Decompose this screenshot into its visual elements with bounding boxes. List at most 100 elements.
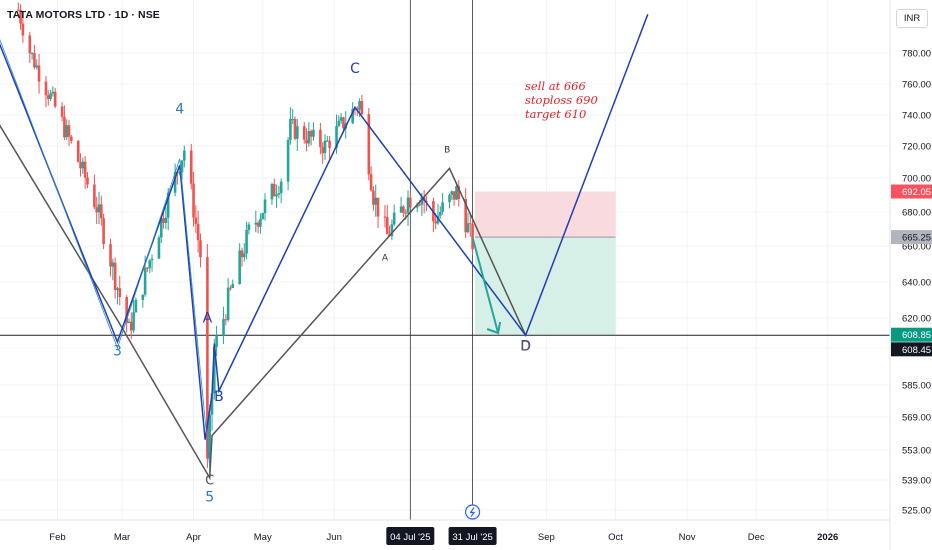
candle-body (33, 53, 36, 68)
wave-label: C (350, 61, 360, 77)
candle-body (293, 118, 297, 139)
stoploss-zone[interactable] (474, 191, 616, 238)
candle-body (468, 223, 472, 225)
candle-body (409, 197, 412, 208)
candle-body (164, 217, 168, 223)
candle-body (335, 126, 338, 149)
candle-body (70, 136, 73, 141)
candle-body (420, 197, 424, 205)
candle-body (296, 126, 299, 139)
wave-label: D (520, 338, 531, 354)
projection-arrow-head (486, 321, 502, 335)
candle-body (162, 218, 165, 223)
symbol-title[interactable]: TATA MOTORS LTD · 1D · NSE (7, 9, 160, 21)
candle-body (240, 250, 244, 258)
candle-body (53, 91, 57, 107)
candle-body (309, 131, 313, 137)
candle-body (399, 206, 403, 213)
candle-body (229, 287, 232, 289)
price-badge-label: 665.25 (902, 233, 931, 244)
candle-body (406, 197, 410, 214)
candle-body (337, 120, 341, 127)
candle-body (63, 116, 66, 138)
candle-body (100, 204, 103, 219)
wave-label: D (521, 339, 531, 354)
candle-body (270, 184, 274, 200)
time-tick-label: Apr (186, 532, 201, 543)
candle-body (189, 150, 193, 184)
candle-body (183, 150, 186, 161)
candle-body (464, 198, 467, 233)
date-badge (386, 527, 435, 545)
candle-body (118, 288, 122, 297)
candle-body (448, 194, 451, 203)
target-zone[interactable] (474, 237, 616, 335)
projection-arrow[interactable] (471, 237, 500, 334)
price-badge (891, 230, 932, 245)
candle-body (312, 129, 315, 137)
candle-body (436, 215, 440, 224)
candle-body (353, 108, 357, 110)
price-tick-label: 740.00 (902, 111, 931, 122)
currency-button[interactable]: INR (896, 9, 928, 28)
candle-body (44, 81, 48, 96)
candle-body (242, 253, 246, 258)
time-tick-label: Dec (748, 532, 765, 543)
candle-body (102, 218, 105, 245)
candle-body (215, 335, 218, 347)
candle-body (392, 212, 396, 225)
candle-body (455, 186, 458, 200)
price-axis[interactable] (890, 0, 932, 550)
candle-body (425, 201, 428, 203)
candle-body (129, 321, 133, 331)
candle-body (358, 101, 361, 110)
candle-body (199, 240, 202, 258)
wave-gray-line[interactable] (0, 103, 527, 481)
candle-body (321, 147, 324, 154)
candle-body (245, 229, 248, 254)
wave-label: B (444, 145, 450, 155)
note-line-stoploss: stoploss 690 (525, 93, 598, 107)
wave-label: 5 (205, 489, 214, 505)
candle-body (291, 118, 295, 120)
candle-body (86, 177, 89, 185)
candle-body (279, 181, 283, 194)
candle-body (342, 117, 345, 129)
candle-body (385, 217, 389, 235)
candle-body (143, 267, 147, 295)
candle-body (438, 211, 442, 216)
candle-body (418, 204, 421, 206)
note-line-entry: sell at 666 (525, 79, 586, 93)
candle-body (224, 319, 228, 321)
candle-body (376, 197, 380, 217)
candle-body (127, 321, 131, 324)
candle-body (95, 207, 98, 213)
candle-body (325, 140, 329, 142)
price-tick-label: 585.00 (902, 381, 931, 392)
candle-body (450, 191, 454, 195)
candle-body (231, 284, 235, 288)
candle-body (81, 161, 85, 169)
time-tick-label: Oct (608, 532, 623, 543)
candle-body (208, 414, 211, 459)
time-tick-label: 2026 (817, 532, 838, 543)
candle-body (134, 299, 138, 313)
candle-body (471, 224, 474, 250)
time-tick-label: Sep (538, 532, 555, 543)
candle-body (272, 184, 276, 197)
candle-body (113, 262, 117, 291)
price-badge (891, 184, 932, 199)
price-tick-label: 680.00 (902, 208, 931, 219)
candle-body (93, 184, 96, 208)
candle-body (157, 237, 161, 259)
candle-body (259, 218, 262, 227)
candle-body (21, 23, 25, 36)
candle-body (434, 221, 437, 224)
candle-body (67, 125, 71, 137)
candle-body (65, 125, 69, 138)
candle-body (238, 250, 241, 285)
candle-body (49, 93, 52, 99)
wave-label: C (205, 473, 214, 488)
